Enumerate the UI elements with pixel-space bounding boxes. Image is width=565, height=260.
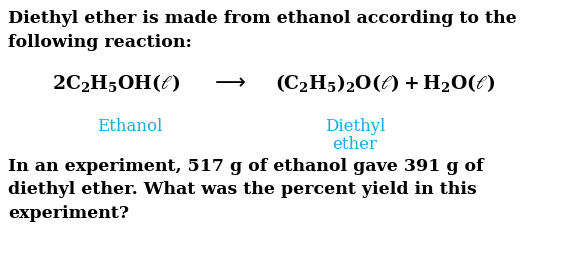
Text: $\longrightarrow$: $\longrightarrow$ xyxy=(210,70,246,92)
Text: Diethyl ether is made from ethanol according to the: Diethyl ether is made from ethanol accor… xyxy=(8,10,517,27)
Text: ether: ether xyxy=(332,136,377,153)
Text: $\mathregular{2C_2H_5OH(\ell)}$: $\mathregular{2C_2H_5OH(\ell)}$ xyxy=(52,72,180,94)
Text: diethyl ether. What was the percent yield in this: diethyl ether. What was the percent yiel… xyxy=(8,181,477,198)
Text: In an experiment, 517 g of ethanol gave 391 g of: In an experiment, 517 g of ethanol gave … xyxy=(8,158,484,175)
Text: $\mathregular{(C_2H_5)_2O(\ell) + H_2O(\ell)}$: $\mathregular{(C_2H_5)_2O(\ell) + H_2O(\… xyxy=(275,72,496,94)
Text: following reaction:: following reaction: xyxy=(8,34,192,51)
Text: Ethanol: Ethanol xyxy=(97,118,163,135)
Text: experiment?: experiment? xyxy=(8,205,129,222)
Text: Diethyl: Diethyl xyxy=(325,118,385,135)
